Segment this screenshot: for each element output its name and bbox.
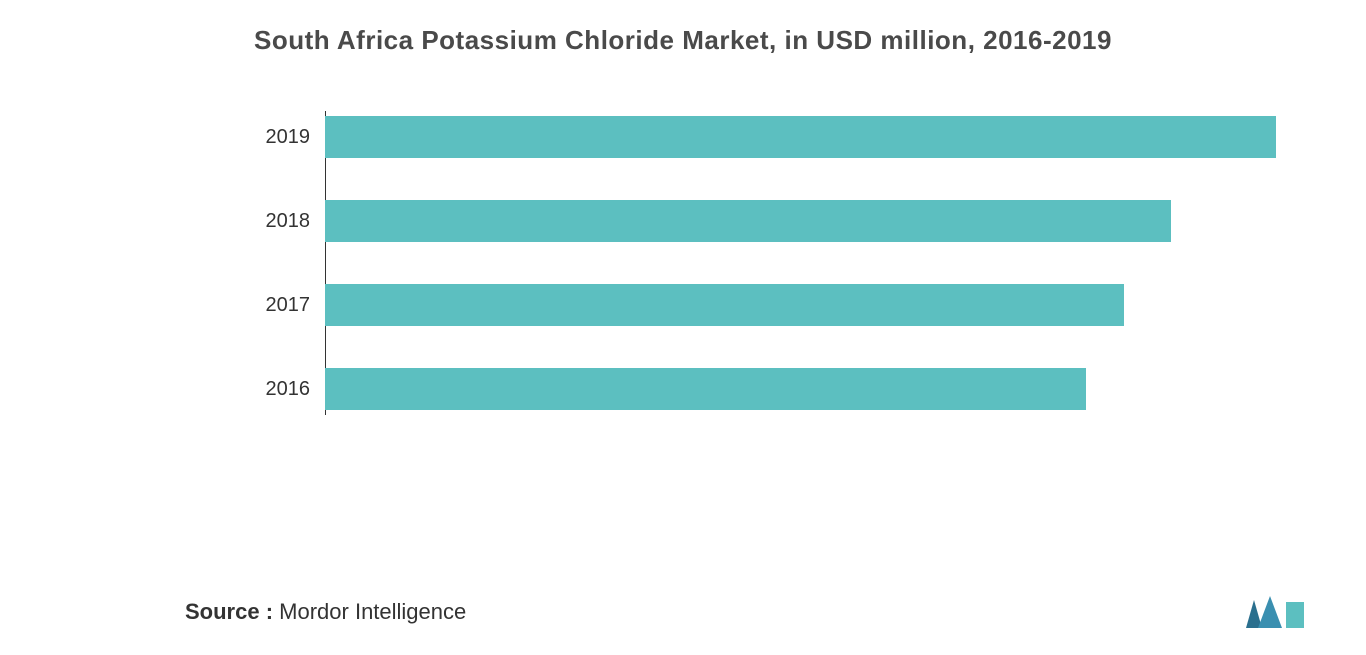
bar-2016: [325, 368, 1086, 410]
bar-2017: [325, 284, 1124, 326]
logo-svg: [1244, 594, 1306, 630]
source-value: Mordor Intelligence: [279, 599, 466, 624]
bars-wrapper: 2019 2018 2017 2016: [240, 116, 1276, 410]
bar-track: [325, 284, 1276, 326]
bar-track: [325, 116, 1276, 158]
chart-title: South Africa Potassium Chloride Market, …: [40, 25, 1326, 56]
footer: Source : Mordor Intelligence: [185, 594, 1306, 630]
chart-container: South Africa Potassium Chloride Market, …: [0, 0, 1366, 655]
bar-row: 2018: [240, 200, 1276, 242]
bar-track: [325, 200, 1276, 242]
bar-row: 2016: [240, 368, 1276, 410]
source-label: Source :: [185, 599, 273, 624]
bar-row: 2019: [240, 116, 1276, 158]
bar-track: [325, 368, 1276, 410]
bar-label-2017: 2017: [240, 294, 325, 317]
bar-label-2019: 2019: [240, 126, 325, 149]
source-text: Source : Mordor Intelligence: [185, 599, 466, 625]
bar-2019: [325, 116, 1276, 158]
mordor-logo-icon: [1244, 594, 1306, 630]
bar-label-2016: 2016: [240, 378, 325, 401]
bar-row: 2017: [240, 284, 1276, 326]
bar-2018: [325, 200, 1171, 242]
bar-label-2018: 2018: [240, 210, 325, 233]
